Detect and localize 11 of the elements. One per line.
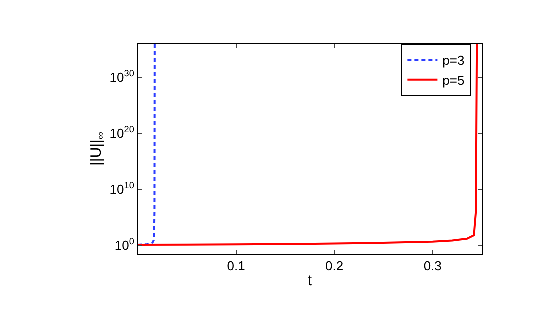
y-tick-label: 10$^{30}$ <box>110 68 134 86</box>
y-tick-label: 10$^{0}$ <box>114 236 134 254</box>
x-axis-title: t <box>308 272 313 290</box>
x-tick-label: 0.1 <box>227 258 246 274</box>
y-tick-label: 10$^{20}$ <box>110 124 134 142</box>
x-tick-label: 0.2 <box>326 258 344 274</box>
legend-label: p=3 <box>442 53 465 68</box>
line-series <box>138 44 478 246</box>
legend-label: p=5 <box>442 72 465 88</box>
y-tick-label: 10$^{10}$ <box>110 180 134 198</box>
x-tick-label: 0.3 <box>424 258 442 274</box>
